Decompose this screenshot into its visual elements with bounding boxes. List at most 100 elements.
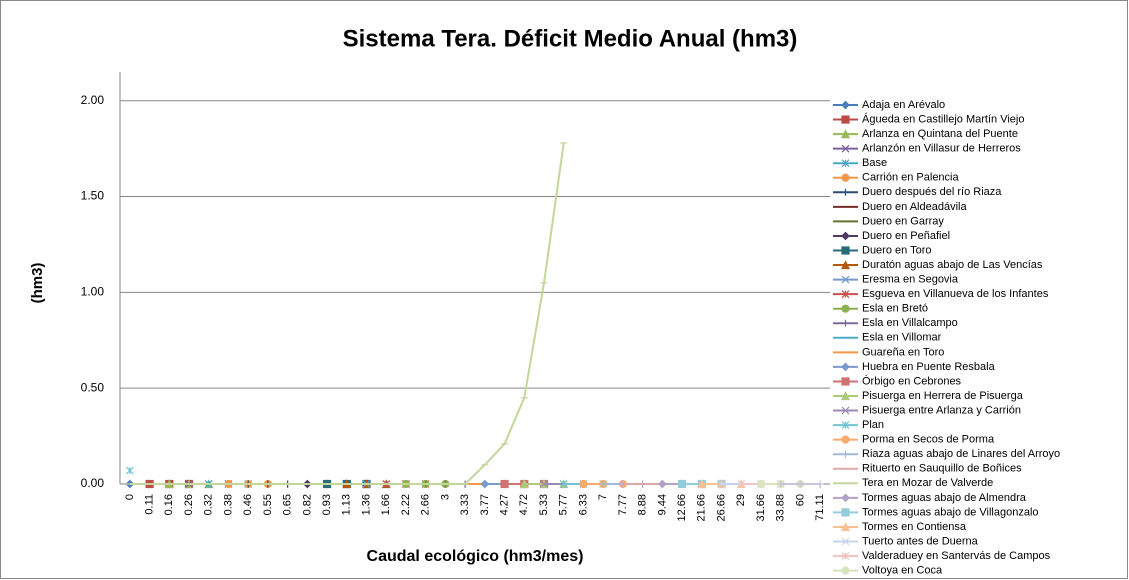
series [777,480,824,488]
x-tick-label: 3.77 [479,494,491,515]
legend-label: Arlanzón en Villasur de Herreros [862,143,1021,155]
marker [559,480,568,488]
x-tick-label: 60 [794,494,806,506]
legend-label: Plan [862,419,884,431]
legend-label: Esgueva en Villanueva de los Infantes [862,288,1049,300]
marker [841,275,850,284]
legend-label: Esla en Villomar [862,332,942,344]
marker [841,552,850,560]
legend-label: Eresma en Segovia [862,274,959,286]
x-tick-label: 12.66 [676,494,688,522]
marker [519,479,529,489]
x-tick-label: 0.55 [262,494,274,515]
y-tick-label: 0.00 [81,476,105,490]
x-tick-label: 8.88 [637,494,649,515]
x-tick-label: 4.27 [498,494,510,515]
legend-label: Tuerto antes de Duerna [862,535,979,547]
marker [841,290,850,299]
legend-label: Pisuerga entre Arlanza y Carrión [862,404,1021,416]
marker [579,479,588,489]
x-tick-label: 5.77 [558,494,570,515]
x-tick-label: 29 [735,494,747,506]
legend-label: Esla en Villalcampo [862,317,958,329]
y-tick-label: 2.00 [81,93,105,107]
legend-label: Rituerto en Sauquillo de Boñices [862,463,1022,475]
marker [841,129,850,139]
legend-label: Porma en Secos de Porma [862,434,995,446]
legend-label: Adaja en Arévalo [862,99,945,111]
marker [841,566,850,575]
marker [777,480,785,488]
x-tick-label: 2.22 [400,494,412,515]
marker [841,522,850,532]
x-tick-label: 0.65 [282,494,294,515]
marker [841,260,850,270]
x-tick-label: 31.66 [755,494,767,522]
marker [841,421,850,430]
legend-label: Tormes aguas abajo de Villagonzalo [862,506,1039,518]
marker [841,362,850,372]
marker [500,479,509,489]
x-tick-label: 0.26 [183,494,195,515]
marker [540,480,548,488]
x-tick-label: 0 [124,494,136,500]
marker [841,100,850,110]
marker [842,319,849,327]
marker [599,480,607,488]
series [126,142,568,485]
x-tick-label: 26.66 [715,494,727,522]
legend-label: Águeda en Castillejo Martín Viejo [862,112,1024,125]
marker [480,479,490,489]
x-tick-label: 33.88 [775,494,787,522]
y-tick-label: 0.50 [81,380,105,394]
y-tick-label: 1.00 [81,285,105,299]
x-tick-label: 1.66 [380,494,392,515]
marker [841,406,850,415]
x-tick-label: 6.33 [577,494,589,515]
legend-label: Guareña en Toro [862,346,944,358]
legend-label: Órbigo en Cebrones [862,374,962,387]
legend-label: Duero en Peñafiel [862,230,950,242]
legend-label: Duratón aguas abajo de Las Vencías [862,259,1043,271]
x-tick-label: 21.66 [696,494,708,522]
legend-label: Valderaduey en Santervás de Campos [862,550,1051,562]
marker [841,231,850,241]
y-tick-label: 1.50 [81,189,105,203]
x-tick-label: 0.46 [242,494,254,515]
marker [841,304,850,313]
chart-title: Sistema Tera. Déficit Medio Anual (hm3) [343,25,798,52]
x-tick-label: 3 [439,494,451,500]
legend-label: Arlanza en Quintana del Puente [862,128,1018,140]
marker [841,115,850,124]
marker [737,480,746,488]
marker [841,246,850,255]
marker [841,144,850,153]
legend-label: Duero en Garray [862,215,944,227]
marker [658,479,667,489]
marker [816,480,824,488]
x-tick-label: 1.13 [341,494,353,515]
x-axis-title: Caudal ecológico (hm3/mes) [367,548,584,565]
legend-label: Huebra en Puente Resbala [862,361,996,373]
x-tick-label: 7.77 [617,494,629,515]
marker [841,173,850,182]
x-tick-label: 71.11 [814,494,826,521]
x-tick-label: 0.82 [301,494,313,515]
legend-label: Duero después del río Riaza [862,186,1002,198]
marker [125,466,134,475]
marker [841,391,850,401]
x-tick-label: 0.38 [222,494,234,515]
marker [717,480,726,488]
x-tick-label: 0.32 [203,494,215,515]
marker [677,479,687,489]
legend-label: Tera en Mozar de Valverde [862,477,993,489]
marker [841,435,850,444]
x-tick-label: 2.66 [420,494,432,515]
x-tick-label: 0.93 [321,494,333,515]
marker [756,479,766,489]
marker [841,537,850,546]
legend-label: Duero en Toro [862,244,932,256]
marker [796,480,804,488]
x-tick-label: 3.33 [459,494,471,515]
